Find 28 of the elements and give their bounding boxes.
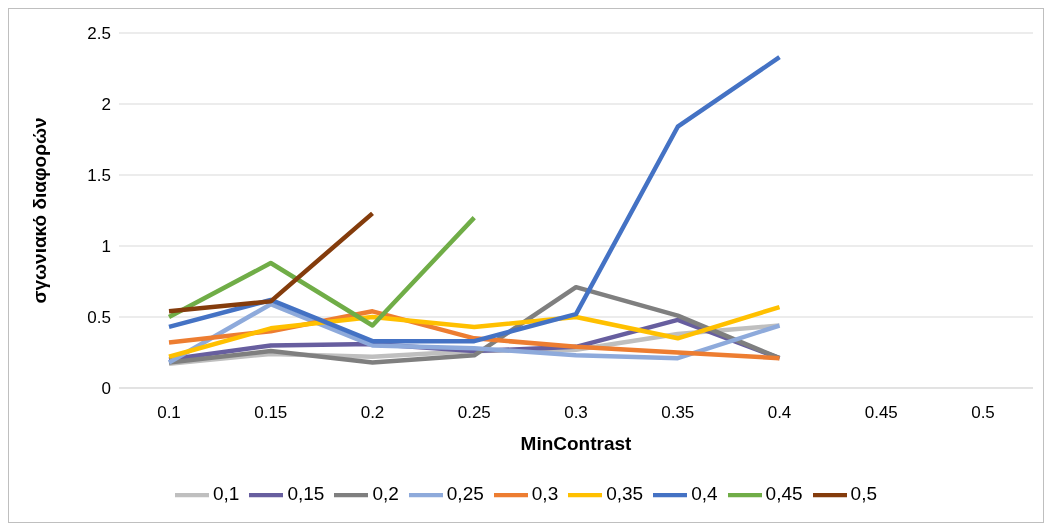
y-tick-label: 0.5 <box>87 308 111 328</box>
x-tick-label: 0.2 <box>360 403 385 423</box>
x-tick-label: 0.4 <box>767 403 792 423</box>
legend-label: 0,35 <box>606 483 644 505</box>
y-tick-label: 2.5 <box>87 24 111 44</box>
legend-label: 0,45 <box>765 483 803 505</box>
line-series <box>166 54 782 344</box>
legend-label: 0,3 <box>531 483 559 505</box>
x-tick-label: 0.1 <box>157 403 181 423</box>
y-tick-label: 2 <box>101 95 111 115</box>
y-tick-label: 0 <box>101 379 111 399</box>
legend-label: 0,5 <box>850 483 878 505</box>
x-tick-label: 0.45 <box>864 403 898 423</box>
legend-label: 0,4 <box>691 483 718 505</box>
y-tick-label: 1.5 <box>87 166 111 186</box>
y-tick-label: 1 <box>101 237 111 257</box>
y-axis-title: σγωνιακό διαφορών <box>28 117 50 304</box>
legend-label: 0,15 <box>287 483 325 505</box>
x-tick-label: 0.35 <box>661 403 695 423</box>
x-tick-label: 0.3 <box>564 403 588 423</box>
line-series <box>166 215 477 328</box>
legend-label: 0,2 <box>372 483 399 505</box>
legend-label: 0,1 <box>212 483 240 505</box>
x-tick-label: 0.15 <box>254 403 288 423</box>
x-tick-label: 0.25 <box>457 403 491 423</box>
x-tick-label: 0.5 <box>971 403 995 423</box>
legend-label: 0,25 <box>446 483 484 505</box>
x-axis-title: MinContrast <box>520 433 633 454</box>
